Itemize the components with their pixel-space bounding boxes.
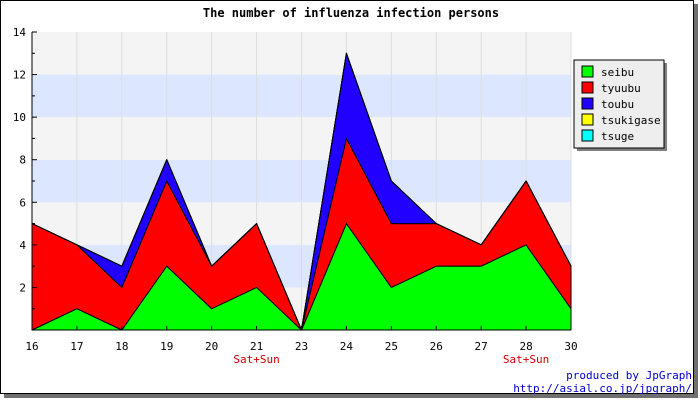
legend-label-toubu: toubu [601,98,634,111]
x-tick-label-20: 20 [205,340,218,353]
x-tick-label-21: 21 [250,340,263,353]
y-tick-label-8: 8 [19,154,26,167]
x-tick-label-27: 27 [475,340,488,353]
x-sublabel-28: Sat+Sun [503,353,549,366]
legend-swatch-tsuge [582,130,593,141]
legend-swatch-seibu [582,66,593,77]
legend-label-tsuge: tsuge [601,130,634,143]
x-tick-label-24: 24 [340,340,354,353]
credit-line-2[interactable]: http://asial.co.jp/jpgraph/ [513,382,692,395]
x-tick-label-23: 23 [295,340,308,353]
y-tick-label-12: 12 [13,69,26,82]
y-tick-label-6: 6 [19,196,26,209]
chart-title: The number of influenza infection person… [203,6,499,20]
x-tick-label-17: 17 [70,340,83,353]
y-tick-label-10: 10 [13,111,26,124]
legend-swatch-tsukigase [582,114,593,125]
legend: seibu tyuubu toubu tsukigase tsuge [574,60,667,151]
x-tick-label-26: 26 [430,340,443,353]
legend-label-tyuubu: tyuubu [601,82,641,95]
y-tick-label-4: 4 [19,239,26,252]
x-tick-label-25: 25 [385,340,398,353]
x-tick-label-18: 18 [115,340,128,353]
legend-label-tsukigase: tsukigase [601,114,661,127]
x-tick-label-16: 16 [25,340,38,353]
credit-line-1: produced by JpGraph [566,369,692,382]
x-tick-label-30: 30 [564,340,577,353]
y-tick-label-2: 2 [19,281,26,294]
legend-swatch-toubu [582,98,593,109]
y-tick-label-14: 14 [13,26,27,39]
x-sublabel-21: Sat+Sun [233,353,279,366]
legend-swatch-tyuubu [582,82,593,93]
chart-frame: The number of influenza infection person… [0,0,694,394]
x-tick-label-28: 28 [519,340,532,353]
legend-label-seibu: seibu [601,66,634,79]
x-tick-label-19: 19 [160,340,173,353]
